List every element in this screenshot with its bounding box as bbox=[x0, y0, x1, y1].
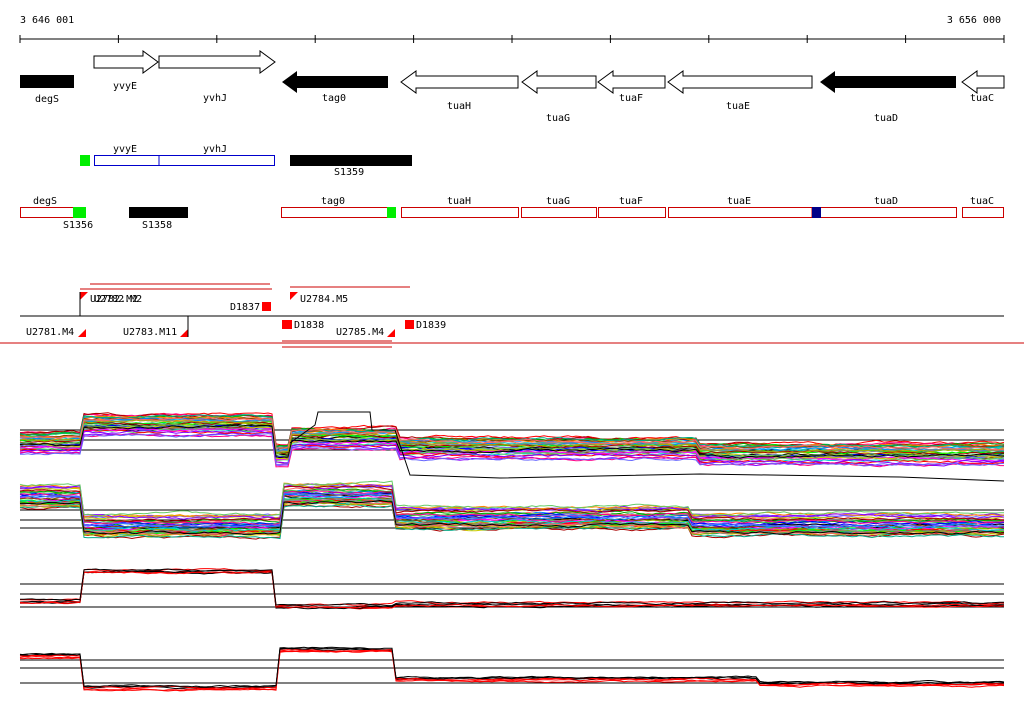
transcript-tuaG[interactable] bbox=[521, 207, 597, 218]
expression-panel-selected-forward bbox=[19, 568, 1005, 610]
ruler-ticks bbox=[19, 35, 1005, 43]
gene-tuaF[interactable] bbox=[597, 70, 666, 94]
expression-trace bbox=[19, 433, 1005, 467]
feature-label-U2781: U2781.M4 bbox=[26, 327, 74, 338]
transcript-tuaH[interactable] bbox=[401, 207, 519, 218]
gene-label-tag0: tag0 bbox=[322, 93, 346, 104]
expression-trace bbox=[19, 485, 1005, 523]
gene-tuaE[interactable] bbox=[667, 70, 813, 94]
expression-trace bbox=[19, 568, 1005, 606]
gene-label-tuaH: tuaH bbox=[447, 101, 471, 112]
transcript-label-tuaF: tuaF bbox=[619, 196, 643, 207]
feature-label-U2782: U2782.M2 bbox=[90, 294, 138, 305]
segment-label-S1358: S1358 bbox=[142, 220, 172, 231]
feature-flag[interactable] bbox=[387, 329, 395, 337]
feature-marker-D1839[interactable] bbox=[405, 320, 414, 329]
transcript-label-tag0: tag0 bbox=[321, 196, 345, 207]
feature-track: U2782.M2 U2782.M2 D1837 U2784.M5 U2781.M… bbox=[0, 283, 1024, 348]
transcript-label-tuaC: tuaC bbox=[970, 196, 994, 207]
gene-yvyE[interactable] bbox=[93, 50, 159, 74]
expression-trace-outlier bbox=[289, 411, 1005, 482]
feature-label-D1838: D1838 bbox=[294, 320, 324, 331]
transcript-label-tuaD: tuaD bbox=[874, 196, 898, 207]
transcript-label-tuaG: tuaG bbox=[546, 196, 570, 207]
feature-label-D1839: D1839 bbox=[416, 320, 446, 331]
promoter-marker[interactable] bbox=[80, 155, 90, 166]
expression-trace bbox=[19, 430, 1005, 466]
expression-trace bbox=[19, 421, 1005, 456]
feature-label-D1837: D1837 bbox=[230, 302, 260, 313]
feature-label-overlap: U2782.M2 bbox=[94, 294, 142, 305]
expression-trace bbox=[19, 429, 1005, 465]
feature-flag[interactable] bbox=[180, 329, 188, 337]
expression-panel-all-tiling bbox=[19, 411, 1005, 482]
feature-label-U2783: U2783.M11 bbox=[123, 327, 177, 338]
expression-panel-selected-reverse bbox=[19, 646, 1005, 692]
operon-yvyE-yvhJ[interactable] bbox=[94, 155, 275, 166]
feature-flag[interactable] bbox=[80, 292, 88, 300]
transcript-tag0[interactable] bbox=[281, 207, 396, 218]
expression-trace bbox=[19, 649, 1005, 690]
feature-label-U2785: U2785.M4 bbox=[336, 327, 384, 338]
terminator-marker[interactable] bbox=[812, 207, 821, 218]
expression-trace bbox=[19, 417, 1005, 451]
segment-S1359[interactable] bbox=[290, 155, 412, 166]
expression-trace bbox=[19, 491, 1005, 527]
gene-tag0[interactable] bbox=[282, 71, 388, 93]
gene-tuaG[interactable] bbox=[521, 70, 597, 94]
segment-label-S1359: S1359 bbox=[334, 167, 364, 178]
gene-tuaC[interactable] bbox=[961, 70, 1005, 94]
gene-label-tuaG: tuaG bbox=[546, 113, 570, 124]
gene-tuaH[interactable] bbox=[400, 70, 519, 94]
operon-label-yvhJ: yvhJ bbox=[203, 144, 227, 155]
feature-marker-D1838[interactable] bbox=[282, 320, 292, 329]
gene-yvhJ[interactable] bbox=[158, 50, 276, 74]
expression-trace bbox=[19, 419, 1005, 455]
gene-label-tuaC: tuaC bbox=[970, 93, 994, 104]
transcript-tuaF[interactable] bbox=[598, 207, 666, 218]
feature-flag[interactable] bbox=[78, 329, 86, 337]
gene-label-tuaD: tuaD bbox=[874, 113, 898, 124]
ruler-end-label: 3 656 000 bbox=[947, 15, 1001, 26]
gene-label-degS: degS bbox=[35, 94, 59, 105]
feature-marker-D1837[interactable] bbox=[262, 302, 271, 311]
promoter-marker-tag0[interactable] bbox=[387, 207, 396, 218]
transcript-label-degS: degS bbox=[33, 196, 57, 207]
segment-S1358[interactable] bbox=[129, 207, 188, 218]
expression-trace bbox=[19, 500, 1005, 536]
gene-degS[interactable] bbox=[20, 75, 74, 88]
expression-trace bbox=[19, 570, 1005, 609]
transcript-tuaC[interactable] bbox=[962, 207, 1004, 218]
promoter-marker-S1356[interactable] bbox=[73, 207, 86, 218]
expression-trace bbox=[19, 646, 1005, 688]
expression-trace bbox=[20, 499, 1005, 535]
expression-panel-all-reverse bbox=[19, 480, 1005, 540]
expression-trace bbox=[20, 568, 1004, 607]
ruler-start-label: 3 646 001 bbox=[20, 15, 74, 26]
gene-label-yvyE: yvyE bbox=[113, 81, 137, 92]
expression-trace bbox=[19, 480, 1004, 517]
gene-label-tuaF: tuaF bbox=[619, 93, 643, 104]
expression-trace bbox=[19, 569, 1005, 608]
operon-track: yvyE yvhJ S1359 bbox=[80, 144, 412, 178]
feature-label-U2784: U2784.M5 bbox=[300, 294, 348, 305]
expression-trace bbox=[19, 428, 1005, 462]
transcript-label-tuaH: tuaH bbox=[447, 196, 471, 207]
expression-trace bbox=[19, 649, 1005, 691]
operon-label-yvyE: yvyE bbox=[113, 144, 137, 155]
expression-trace bbox=[20, 492, 1005, 529]
expression-trace bbox=[19, 489, 1005, 526]
gene-track: degS yvyE yvhJ tag0 tuaH tuaG tuaF tuaE … bbox=[20, 50, 1005, 124]
gene-label-yvhJ: yvhJ bbox=[203, 93, 227, 104]
feature-flag[interactable] bbox=[290, 292, 298, 300]
transcript-track: degS tag0 tuaH tuaG tuaF tuaE tuaD tuaC … bbox=[20, 196, 1004, 231]
coordinate-ruler: 3 646 001 3 656 000 bbox=[19, 15, 1005, 43]
expression-trace bbox=[19, 424, 1005, 459]
gene-label-tuaE: tuaE bbox=[726, 101, 750, 112]
expression-trace bbox=[19, 484, 1005, 520]
segment-label-S1356: S1356 bbox=[63, 220, 93, 231]
transcript-label-tuaE: tuaE bbox=[727, 196, 751, 207]
gene-tuaD[interactable] bbox=[820, 71, 956, 93]
